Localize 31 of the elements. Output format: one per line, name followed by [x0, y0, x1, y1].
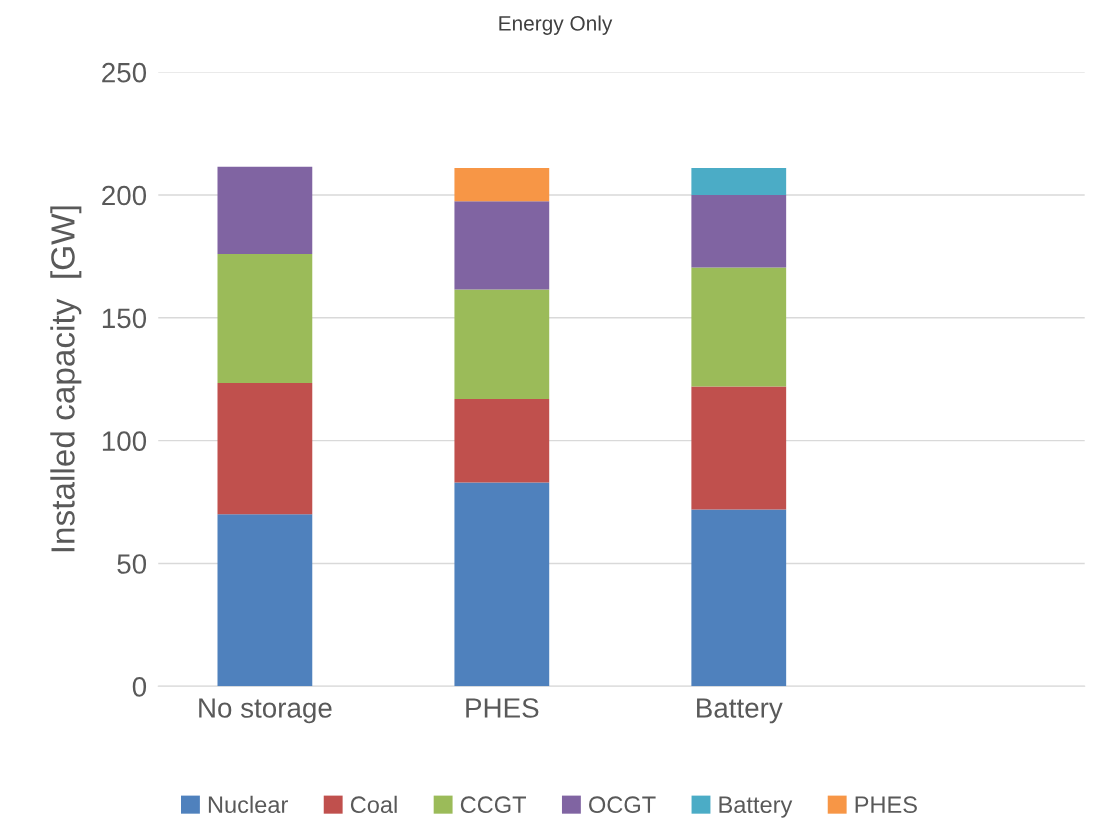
bar	[454, 289, 550, 399]
y-tick-label: 250	[102, 62, 147, 83]
legend-label: Battery	[719, 796, 793, 818]
legend-label: CCGT	[460, 796, 526, 814]
x-tick-label: Battery	[697, 698, 783, 724]
y-tick-label: 200	[102, 185, 147, 206]
legend-label: Nuclear	[208, 795, 288, 814]
y-tick-label: 100	[102, 431, 147, 451]
y-tick-label: 150	[102, 308, 147, 329]
bar	[691, 386, 787, 510]
bar	[454, 167, 550, 202]
bar	[217, 166, 313, 254]
chart-title: Energy Only	[499, 15, 613, 35]
bar	[217, 253, 313, 383]
bar	[454, 398, 550, 483]
legend-label: Coal	[350, 795, 397, 814]
y-tick-label: 50	[117, 554, 147, 574]
bar	[691, 509, 787, 687]
legend-label: PHES	[855, 796, 917, 814]
bar	[454, 201, 550, 290]
x-tick-label: No storage	[199, 698, 332, 724]
bar	[691, 167, 787, 195]
bar	[217, 382, 313, 515]
y-axis-title: Installed capacity [GW]	[50, 206, 82, 552]
legend-label: OCGT	[589, 796, 656, 814]
x-tick-label: PHES	[466, 698, 539, 718]
y-tick-label: 0	[132, 676, 147, 697]
bar	[454, 482, 550, 687]
bar	[691, 267, 787, 387]
bar	[217, 514, 313, 687]
bar	[691, 194, 787, 268]
